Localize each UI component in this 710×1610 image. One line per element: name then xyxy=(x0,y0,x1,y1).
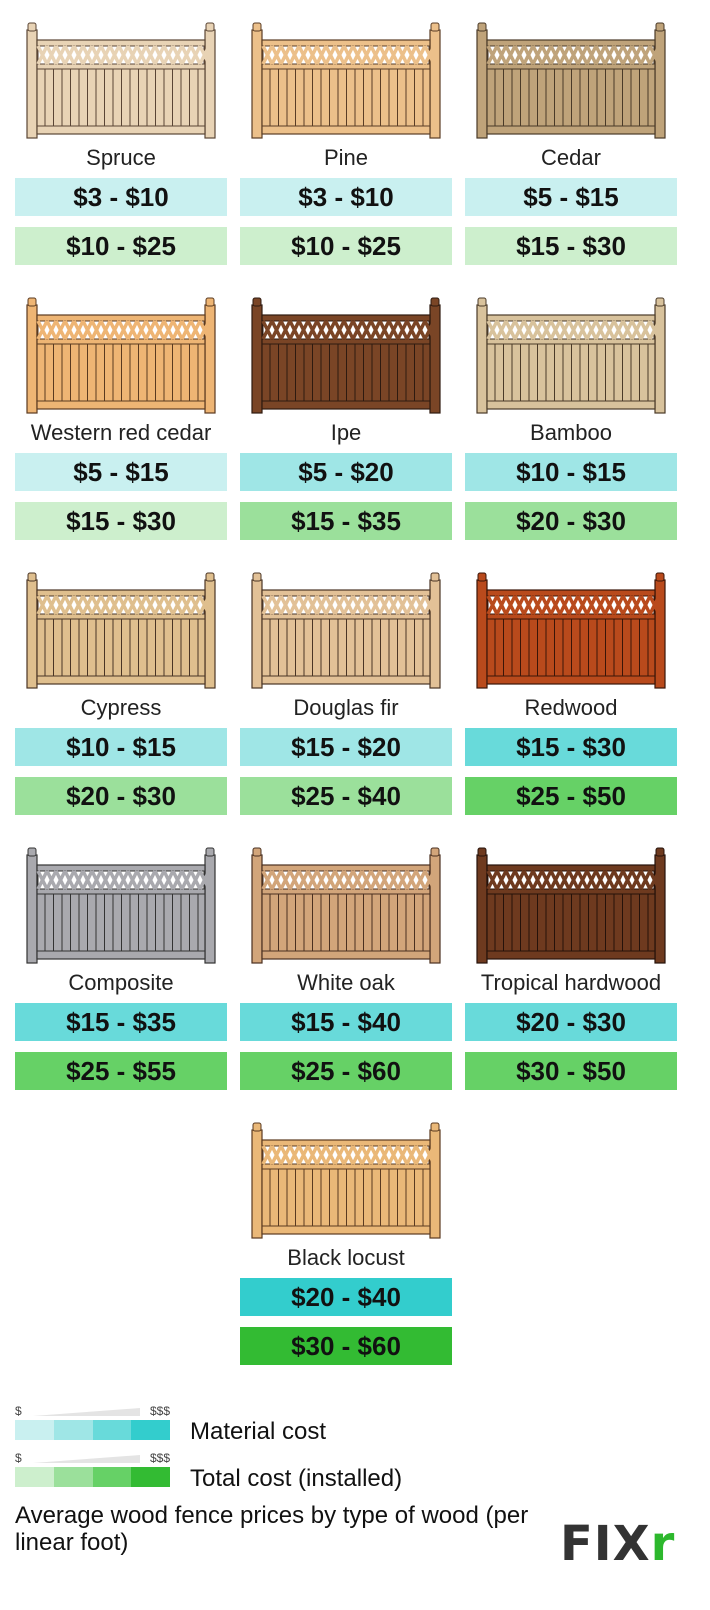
fence-illustration xyxy=(476,572,666,689)
wood-card: White oak $15 - $40 $25 - $60 xyxy=(240,845,452,1101)
legend-low: $ xyxy=(15,1404,22,1418)
wood-card: Redwood $15 - $30 $25 - $50 xyxy=(465,570,677,826)
fence-illustration xyxy=(26,297,216,414)
legend-high: $$$ xyxy=(149,1451,170,1465)
total-cost: $15 - $35 xyxy=(240,502,452,540)
wood-name: Black locust xyxy=(287,1245,405,1270)
total-swatch-2 xyxy=(53,1467,93,1487)
total-cost: $15 - $30 xyxy=(15,502,227,540)
material-cost: $20 - $40 xyxy=(240,1278,452,1316)
wood-name: Western red cedar xyxy=(30,420,212,445)
wood-card: Black locust $20 - $40 $30 - $60 xyxy=(240,1120,452,1376)
material-cost: $15 - $40 xyxy=(240,1003,452,1041)
wood-card: Spruce $3 - $10 $10 - $25 xyxy=(15,20,227,276)
material-swatch-1 xyxy=(15,1420,54,1440)
total-swatch-3 xyxy=(92,1467,132,1487)
wood-card: Cypress $10 - $15 $20 - $30 xyxy=(15,570,227,826)
total-cost: $25 - $55 xyxy=(15,1052,227,1090)
fixr-logo: FIXr xyxy=(560,1516,676,1572)
material-cost: $10 - $15 xyxy=(15,728,227,766)
fence-illustration xyxy=(251,847,441,964)
wood-card: Ipe $5 - $20 $15 - $35 xyxy=(240,295,452,551)
material-cost: $15 - $30 xyxy=(465,728,677,766)
wood-name: Composite xyxy=(68,970,174,995)
material-cost: $5 - $20 xyxy=(240,453,452,491)
total-cost: $25 - $40 xyxy=(240,777,452,815)
fence-illustration xyxy=(476,847,666,964)
wood-card: Tropical hardwood $20 - $30 $30 - $50 xyxy=(465,845,677,1101)
total-cost: $20 - $30 xyxy=(15,777,227,815)
fence-illustration xyxy=(251,297,441,414)
caption: Average wood fence prices by type of woo… xyxy=(15,1502,529,1556)
total-cost: $30 - $60 xyxy=(240,1327,452,1365)
material-cost: $15 - $20 xyxy=(240,728,452,766)
fence-illustration xyxy=(251,1122,441,1239)
fence-illustration xyxy=(476,297,666,414)
wood-name: Cypress xyxy=(80,695,162,720)
wood-name: Redwood xyxy=(524,695,618,720)
total-swatch-4 xyxy=(131,1467,170,1487)
wood-name: Douglas fir xyxy=(293,695,399,720)
total-cost: $10 - $25 xyxy=(240,227,452,265)
material-swatch-2 xyxy=(53,1420,93,1440)
wood-name: Spruce xyxy=(86,145,156,170)
total-cost: $20 - $30 xyxy=(465,502,677,540)
fence-illustration xyxy=(26,572,216,689)
total-swatches xyxy=(15,1467,170,1487)
wood-name: Ipe xyxy=(330,420,362,445)
legend-material: $ $$$ xyxy=(15,1404,170,1440)
material-cost: $5 - $15 xyxy=(15,453,227,491)
legend-material-label: Material cost xyxy=(190,1418,327,1445)
wood-name: Tropical hardwood xyxy=(480,970,662,995)
material-cost: $5 - $15 xyxy=(465,178,677,216)
wood-card: Pine $3 - $10 $10 - $25 xyxy=(240,20,452,276)
total-swatch-1 xyxy=(15,1467,54,1487)
legend-total-label: Total cost (installed) xyxy=(190,1465,403,1492)
wood-name: Pine xyxy=(323,145,369,170)
total-cost: $15 - $30 xyxy=(465,227,677,265)
total-cost: $10 - $25 xyxy=(15,227,227,265)
material-swatch-4 xyxy=(131,1420,170,1440)
wood-name: Cedar xyxy=(541,145,601,170)
wood-card: Bamboo $10 - $15 $20 - $30 xyxy=(465,295,677,551)
material-swatch-3 xyxy=(92,1420,132,1440)
fence-illustration xyxy=(251,572,441,689)
wood-card: Western red cedar $5 - $15 $15 - $30 xyxy=(15,295,227,551)
fence-illustration xyxy=(26,847,216,964)
legend-total: $ $$$ xyxy=(15,1451,170,1487)
fence-illustration xyxy=(26,22,216,139)
material-cost: $3 - $10 xyxy=(15,178,227,216)
total-cost: $30 - $50 xyxy=(465,1052,677,1090)
fence-illustration xyxy=(251,22,441,139)
wood-name: White oak xyxy=(297,970,395,995)
legend-low: $ xyxy=(15,1451,22,1465)
material-cost: $20 - $30 xyxy=(465,1003,677,1041)
wood-name: Bamboo xyxy=(530,420,612,445)
material-cost: $3 - $10 xyxy=(240,178,452,216)
material-swatches xyxy=(15,1420,170,1440)
fence-illustration xyxy=(476,22,666,139)
wood-card: Cedar $5 - $15 $15 - $30 xyxy=(465,20,677,276)
legend-high: $$$ xyxy=(149,1404,170,1418)
material-cost: $10 - $15 xyxy=(465,453,677,491)
material-cost: $15 - $35 xyxy=(15,1003,227,1041)
wood-card: Composite $15 - $35 $25 - $55 xyxy=(15,845,227,1101)
total-cost: $25 - $50 xyxy=(465,777,677,815)
wood-card: Douglas fir $15 - $20 $25 - $40 xyxy=(240,570,452,826)
total-cost: $25 - $60 xyxy=(240,1052,452,1090)
